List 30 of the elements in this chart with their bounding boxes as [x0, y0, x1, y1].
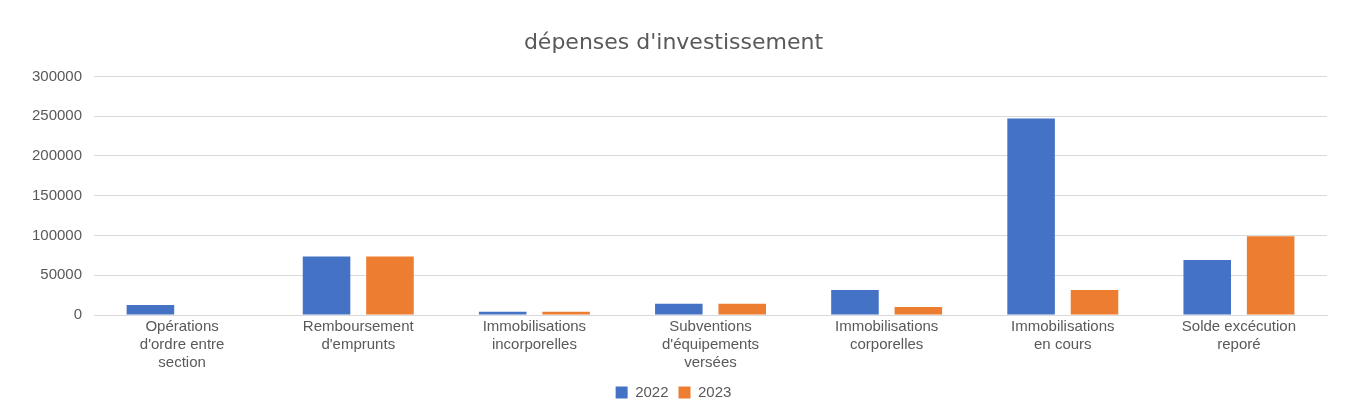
bar [1183, 260, 1232, 315]
bar [1070, 289, 1119, 315]
bar [366, 256, 414, 315]
y-tick-label: 200000 [31, 146, 83, 164]
legend-label: 2022 [635, 382, 669, 400]
bar [1007, 118, 1055, 315]
chart-title: dépenses d'investissement [523, 28, 824, 54]
y-tick-label: 0 [73, 305, 83, 323]
bar [655, 303, 703, 315]
y-tick-label: 100000 [31, 225, 83, 243]
y-tick-label: 150000 [31, 185, 83, 203]
y-tick-label: 300000 [31, 66, 83, 84]
bar [302, 256, 351, 315]
x-tick-label: Immobilisations corporelles [834, 317, 939, 353]
bar [894, 307, 943, 315]
bar [1246, 236, 1295, 315]
y-tick-label: 250000 [31, 106, 83, 124]
bar [831, 289, 879, 315]
x-tick-label: Remboursement d'emprunts [302, 317, 415, 353]
x-tick-label: Immobilisations en cours [1011, 317, 1115, 353]
x-tick-label: Opérations d'ordre entre section [139, 317, 225, 371]
y-tick-label: 50000 [40, 265, 83, 283]
x-tick-label: Immobilisations incorporelles [482, 317, 587, 353]
legend-label: 2023 [698, 382, 732, 400]
x-tick-label: Solde excécution reporé [1181, 317, 1297, 353]
x-tick-label: Subventions d'équipements versées [661, 317, 760, 371]
bar [718, 303, 767, 315]
bar [542, 311, 590, 315]
bar [478, 311, 527, 315]
bar [126, 305, 175, 315]
